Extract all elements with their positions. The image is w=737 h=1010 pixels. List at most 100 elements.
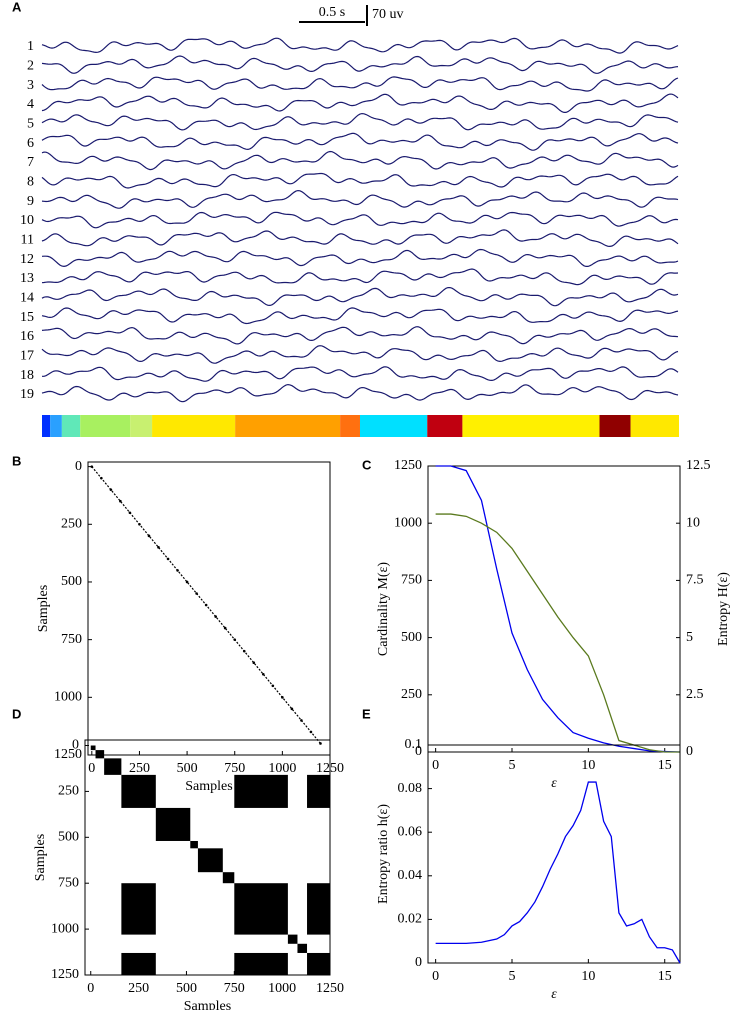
series-line (435, 513, 680, 753)
y-tick-label: 0.04 (398, 868, 423, 883)
eeg-trace (41, 112, 679, 131)
y-tick-label: 0 (72, 738, 79, 753)
x-tick-label: 0 (432, 969, 439, 984)
similarity-block (121, 883, 156, 935)
x-tick-label: 750 (224, 761, 245, 776)
x-axis-label: Samples (184, 999, 231, 1010)
state-segment (235, 415, 341, 437)
eeg-trace (41, 268, 679, 286)
state-segment (130, 415, 153, 437)
y-tick-label: 500 (61, 574, 82, 589)
series-line (435, 465, 681, 753)
eeg-trace (41, 172, 679, 189)
blocks (90, 745, 330, 975)
y2-tick-label: 12.5 (686, 458, 711, 473)
y2-tick-label: 2.5 (686, 687, 704, 702)
similarity-block (307, 883, 330, 935)
channel-label: 14 (20, 291, 34, 306)
y-tick-label: 500 (58, 830, 79, 845)
x-tick-label: 15 (658, 758, 672, 773)
y-tick-label: 500 (401, 630, 422, 645)
channel-label: 19 (20, 387, 34, 402)
x-tick-label: 0 (432, 758, 439, 773)
channel-label: 5 (27, 117, 34, 132)
x-tick-label: 10 (581, 969, 595, 984)
channel-label: 4 (27, 97, 34, 112)
panel-label: B (12, 453, 21, 468)
eeg-trace (41, 37, 679, 54)
y-axis-label: Samples (36, 585, 51, 632)
similarity-block (234, 774, 288, 808)
amplitude-scale-label: 70 uv (372, 7, 404, 22)
eeg-trace (41, 326, 679, 345)
y-tick-label: 0.08 (398, 781, 423, 796)
channel-label: 17 (20, 348, 34, 363)
similarity-block (104, 758, 122, 775)
eeg-trace (41, 229, 679, 248)
x-axis-label: Samples (185, 779, 232, 794)
channel-label: 10 (20, 213, 34, 228)
channel-label: 9 (27, 194, 34, 209)
y-tick-label: 0.06 (398, 824, 423, 839)
state-segment (599, 415, 631, 437)
similarity-block (197, 848, 223, 873)
state-segment (61, 415, 81, 437)
x-tick-label: 0 (88, 761, 95, 776)
similarity-block (95, 750, 105, 759)
state-segment (462, 415, 600, 437)
eeg-trace (41, 345, 679, 364)
x-tick-label: 1000 (268, 981, 296, 996)
channel-label: 15 (20, 310, 34, 325)
y-tick-label: 0 (415, 744, 422, 759)
channel-label: 2 (27, 59, 34, 74)
x-tick-label: 250 (129, 761, 150, 776)
diagonal-trace (91, 466, 321, 744)
similarity-block (190, 840, 198, 849)
channel-label: 7 (27, 155, 34, 170)
channel-label: 12 (20, 252, 34, 267)
series-line (435, 781, 681, 964)
eeg-trace (41, 93, 679, 113)
eeg-trace (41, 211, 679, 229)
state-segment (152, 415, 236, 437)
state-segment (359, 415, 428, 437)
y-tick-label: 0 (415, 955, 422, 970)
y-tick-label: 750 (401, 573, 422, 588)
channel-label: 16 (20, 329, 34, 344)
channel-label: 11 (21, 233, 34, 248)
time-scale-label: 0.5 s (319, 5, 345, 20)
similarity-block (121, 774, 156, 808)
y2-tick-label: 5 (686, 630, 693, 645)
x-tick-label: 10 (581, 758, 595, 773)
y-axis-label: Cardinality M(ε) (376, 562, 391, 656)
panel-label: A (12, 0, 22, 14)
y-tick-label: 750 (61, 632, 82, 647)
state-segment (80, 415, 131, 437)
plot-frame (427, 744, 681, 964)
y2-tick-label: 7.5 (686, 573, 704, 588)
channel-label: 6 (27, 136, 34, 151)
x-tick-label: 250 (128, 981, 149, 996)
y-tick-label: 1000 (54, 690, 82, 705)
panel-label: E (362, 706, 371, 721)
x-tick-label: 750 (224, 981, 245, 996)
similarity-block (234, 952, 288, 975)
x-tick-label: 5 (509, 758, 516, 773)
state-segment (630, 415, 679, 437)
similarity-block (155, 807, 191, 841)
state-segment (50, 415, 62, 437)
y-tick-label: 0.1 (405, 737, 423, 752)
y-tick-label: 0 (75, 459, 82, 474)
y-tick-label: 250 (61, 517, 82, 532)
eeg-trace (42, 366, 679, 382)
x-tick-label: 5 (509, 969, 516, 984)
eeg-trace (41, 189, 679, 209)
state-segment (340, 415, 360, 437)
channel-label: 8 (27, 175, 34, 190)
eeg-trace (41, 383, 679, 403)
plot-frame (84, 739, 331, 976)
y-tick-label: 250 (401, 687, 422, 702)
y2-tick-label: 10 (686, 515, 700, 530)
x-tick-label: 0 (87, 981, 94, 996)
